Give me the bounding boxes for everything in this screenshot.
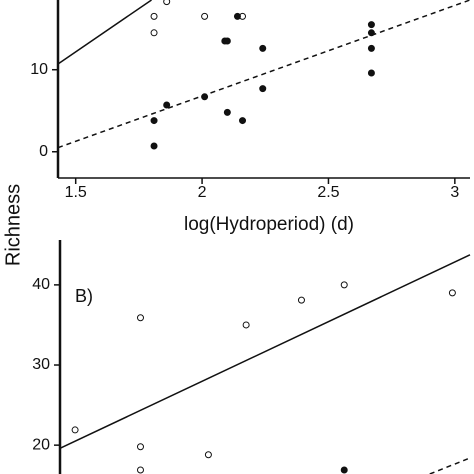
panel-label: B) (75, 286, 93, 306)
point (239, 117, 247, 125)
y-tick-label: 30 (32, 356, 50, 373)
x-tick-label: 2.5 (317, 184, 339, 201)
point (340, 281, 348, 289)
point (136, 443, 144, 451)
point (71, 426, 79, 434)
point (150, 142, 158, 150)
point (367, 44, 375, 52)
point (136, 466, 144, 474)
point (163, 0, 171, 6)
point (367, 21, 375, 29)
point (367, 29, 375, 37)
y-tick-label: 20 (32, 436, 50, 453)
point (204, 451, 212, 459)
fit-line (429, 457, 471, 474)
point (448, 289, 456, 297)
point (223, 108, 231, 116)
point (367, 69, 375, 77)
point (201, 12, 209, 20)
x-tick-label: 1.5 (65, 184, 87, 201)
point (259, 85, 267, 93)
point (233, 12, 241, 20)
point (150, 12, 158, 20)
y-tick-label: 40 (32, 276, 50, 293)
point (223, 37, 231, 45)
point (297, 296, 305, 304)
point (201, 93, 209, 101)
point (340, 466, 348, 474)
fit-line (57, 0, 152, 65)
point (150, 117, 158, 125)
point (150, 29, 158, 37)
point (136, 314, 144, 322)
point (163, 101, 171, 109)
x-axis-label: log(Hydroperiod) (d) (184, 214, 354, 235)
point (259, 44, 267, 52)
fit-line (59, 254, 471, 450)
fit-line (57, 0, 471, 149)
y-tick-label: 10 (30, 61, 48, 78)
y-tick-label: 0 (39, 143, 48, 160)
x-tick-label: 2 (198, 184, 207, 201)
y-axis-label: Richness (2, 184, 24, 266)
x-tick-label: 3 (450, 184, 459, 201)
point (242, 321, 250, 329)
